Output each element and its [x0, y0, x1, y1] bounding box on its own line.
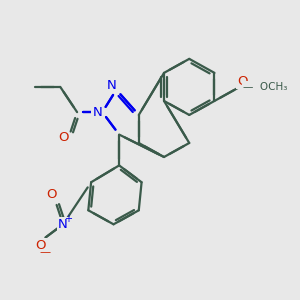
Text: —  OCH₃: — OCH₃: [243, 82, 287, 92]
Text: +: +: [64, 214, 72, 224]
Text: N: N: [106, 79, 116, 92]
Text: N: N: [58, 218, 68, 231]
Text: O: O: [35, 239, 46, 252]
Text: O: O: [237, 75, 248, 88]
Text: O: O: [58, 131, 68, 144]
Text: N: N: [92, 106, 102, 118]
Text: —: —: [39, 247, 50, 257]
Text: O: O: [46, 188, 57, 201]
